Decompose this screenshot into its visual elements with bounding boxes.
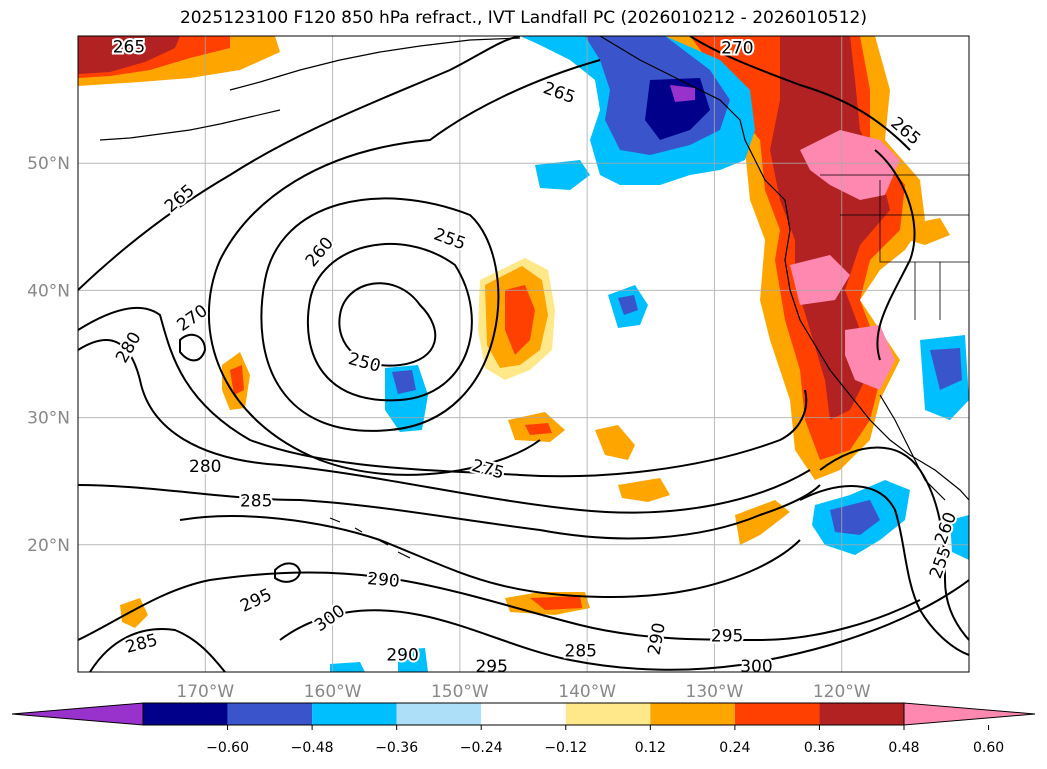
contour-label: 265 [113,37,145,57]
colorbar-segment [481,703,566,725]
contour-label: 290 [386,645,418,665]
shade-positive-topright-peak [770,36,890,420]
contour-label: 295 [711,626,743,646]
coastline-alaska [229,36,969,501]
colorbar-segment [227,703,313,725]
shade-positive-pink-mid [790,255,850,305]
contour-bottom-loop [274,562,302,583]
shade-positive-east [905,218,950,245]
contour-260 [260,197,500,432]
political-borders [820,174,969,320]
colorbar-outline [142,702,905,726]
shade-negative-southeast-core [830,500,880,535]
contour-280 [78,339,811,514]
colorbar-segment [734,703,820,725]
colorbar-tick-label: −0.12 [544,740,587,756]
colorbar-segment [650,703,735,725]
shade-positive-southwest-core [525,423,552,435]
colorbar-segment [143,703,228,725]
shade-negative-bottom [398,648,428,672]
shade-positive-south [618,478,670,502]
lat-tick-label: 30°N [27,409,70,429]
contour-label: 295 [475,657,507,677]
colorbar-segment [396,703,482,725]
shade-negative-far-east-core [930,348,962,390]
graticule [78,36,969,672]
shade-negative-small-west [535,160,590,190]
colorbar-extend-low [11,702,144,726]
contour-left-loop [179,333,207,362]
map-frame [77,35,970,673]
contour-label: 280 [189,457,221,477]
contour-255 [306,243,473,402]
contour-300 [279,579,969,671]
colorbar: −0.60 −0.48 −0.36 −0.24 −0.12 0.12 0.24 0.36 0.4… [11,702,1036,756]
contour-east-closed [874,149,916,361]
contour-285 [78,484,821,540]
coastline-baja [879,394,946,501]
shade-positive-left-core [230,365,244,395]
contour-label: 290 [366,569,400,592]
coastlines [99,36,969,559]
shade-positive-southeast [735,500,790,545]
contour-label: 285 [240,492,272,512]
shade-negative-center-core [618,295,638,315]
axis-tick-labels: 170°W 160°W 150°W 140°W 130°W 120°W 50°N 40°N 30… [27,154,871,702]
colorbar-tick-label: −0.36 [375,740,418,756]
shade-negative-bottom2 [330,662,365,672]
contour-265-east [689,36,911,151]
colorbar-tick-label: −0.48 [291,740,334,756]
contour-250 [338,282,437,367]
coastline-aleutians [99,109,281,141]
map-title: 2025123100 F120 850 hPa refract., IVT La… [179,8,867,28]
colorbar-segment [565,703,651,725]
colorbar-tick-label: 0.60 [973,740,1004,756]
contour-label: 300 [740,657,772,677]
colorbar-tick-label: 0.36 [804,740,835,756]
colorbar-tick-label: −0.60 [206,740,249,756]
lon-tick-label: 160°W [304,682,362,702]
border-states [840,180,969,320]
colorbar-tick-label: 0.24 [719,740,750,756]
colorbar-segment [819,703,904,725]
lat-tick-label: 50°N [27,154,70,174]
contour-270 [78,36,521,291]
contour-285-south [89,628,226,672]
lon-tick-label: 130°W [686,682,744,702]
shade-positive-pink-south [845,325,895,390]
colorbar-extend-high [903,702,1036,726]
lon-tick-label: 170°W [176,682,234,702]
contour-label: 270 [721,39,753,59]
contour-260-southeast [819,446,969,641]
lon-tick-label: 120°W [813,682,871,702]
shade-negative-far-southeast [950,515,969,560]
colorbar-tick-label: −0.24 [460,740,503,756]
contour-label: 285 [565,642,597,662]
colorbar-tick-label: 0.12 [635,740,666,756]
shade-positive-south2 [595,425,635,460]
lon-tick-label: 150°W [431,682,489,702]
shade-negative-alaska-peak [670,85,695,102]
shade-positive-topleft-peak [78,36,180,74]
lat-tick-label: 20°N [27,536,70,556]
contour-275 [78,306,808,478]
lon-tick-label: 140°W [558,682,616,702]
colorbar-segment [312,703,397,725]
refractivity-contours [78,36,969,672]
colorbar-tick-label: 0.48 [888,740,919,756]
coastline-hawaii [329,517,411,559]
shade-positive-midpacific-peak [505,285,535,355]
contour-255-southeast [799,485,969,656]
contour-290 [179,515,801,598]
shade-positive-pink-north [800,130,900,200]
contour-265-west [207,59,601,476]
shade-negative-lowcenter-core [392,370,416,394]
contour-295 [78,571,921,642]
lat-tick-label: 40°N [27,281,70,301]
shade-positive-bottom-core [530,596,582,610]
